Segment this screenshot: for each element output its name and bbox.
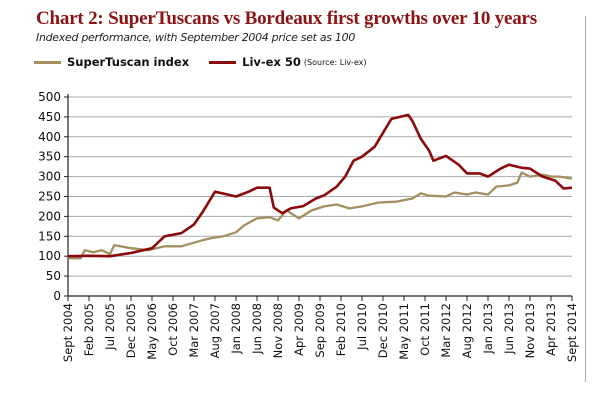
x-tick-label: Jan 2013 xyxy=(481,303,495,355)
x-tick-label: Apr 2013 xyxy=(544,303,558,356)
y-tick-label: 350 xyxy=(38,150,61,164)
x-tick-label: Oct 2011 xyxy=(418,303,432,356)
series-line-supertuscan-index xyxy=(68,171,573,260)
x-tick-label: Sept 2014 xyxy=(565,303,579,362)
y-tick-label: 50 xyxy=(46,269,61,283)
x-tick-label: Mar 2012 xyxy=(439,303,453,358)
series-line-livex-50 xyxy=(67,113,573,258)
x-tick-label: May 2011 xyxy=(397,303,411,360)
y-tick-label: 100 xyxy=(38,249,61,263)
x-tick-label: Jul 2005 xyxy=(103,303,117,351)
chart-subtitle: Indexed performance, with September 2004… xyxy=(36,31,356,44)
x-tick-label: Aug 2012 xyxy=(460,303,474,358)
x-tick-label: Sep 2009 xyxy=(313,303,327,358)
x-tick-label: Jun 2008 xyxy=(250,303,264,355)
frame-rule xyxy=(585,16,586,382)
x-tick-label: Jun 2013 xyxy=(502,303,516,355)
legend-label-livex: Liv-ex 50 xyxy=(242,55,301,69)
x-tick-label: Sept 2004 xyxy=(61,303,75,362)
x-tick-label: Feb 2010 xyxy=(334,303,348,356)
source-note: (Source: Liv-ex) xyxy=(303,57,367,67)
x-tick-label: Nov 2013 xyxy=(523,303,537,358)
legend: SuperTuscan index Liv-ex 50 (Source: Liv… xyxy=(34,55,579,69)
y-tick-label: 150 xyxy=(38,229,61,243)
x-tick-label: Jul 2010 xyxy=(355,303,369,351)
x-tick-label: Apr 2009 xyxy=(292,303,306,356)
x-tick-label: Oct 2006 xyxy=(166,303,180,356)
x-tick-label: Feb 2005 xyxy=(82,303,96,356)
legend-swatch-supertuscan xyxy=(34,60,61,64)
y-tick-label: 450 xyxy=(38,110,61,124)
y-tick-label: 200 xyxy=(38,209,61,223)
x-tick-label: Mar 2007 xyxy=(187,303,201,358)
x-tick-label: Nov 2008 xyxy=(271,303,285,358)
x-tick-label: Aug 2007 xyxy=(208,303,222,358)
legend-swatch-livex xyxy=(209,60,237,64)
x-tick-label: Dec 2005 xyxy=(124,303,138,358)
chart-title: Chart 2: SuperTuscans vs Bordeaux first … xyxy=(36,8,537,29)
y-tick-label: 250 xyxy=(38,190,61,204)
x-tick-label: May 2006 xyxy=(145,303,159,360)
y-tick-label: 400 xyxy=(38,130,61,144)
legend-label-supertuscan: SuperTuscan index xyxy=(67,55,190,69)
y-tick-label: 500 xyxy=(38,90,61,104)
x-tick-label: Jan 2008 xyxy=(229,303,243,355)
y-tick-label: 0 xyxy=(53,289,61,303)
y-tick-label: 300 xyxy=(38,170,61,184)
x-tick-label: Dec 2010 xyxy=(376,303,390,358)
